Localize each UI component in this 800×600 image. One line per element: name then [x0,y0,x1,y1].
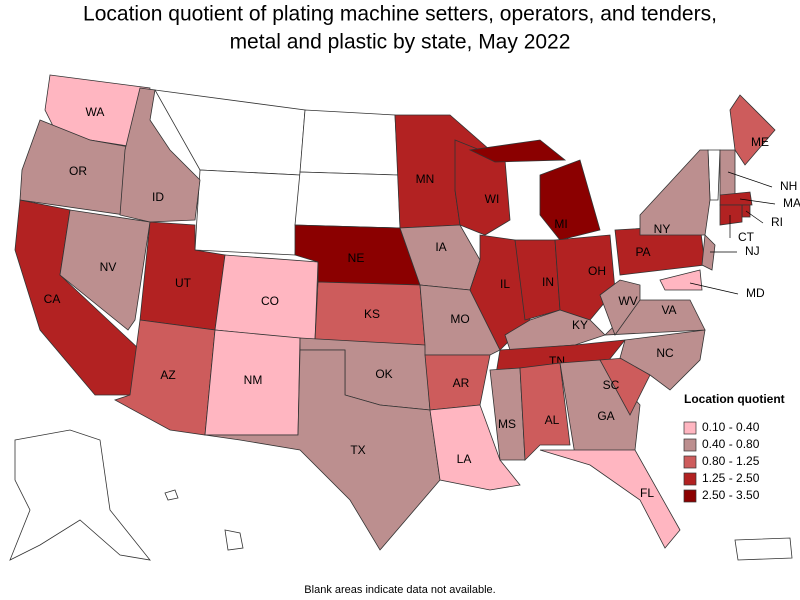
legend-swatch [683,472,697,486]
state-label: OR [69,164,87,178]
legend-label: 0.10 - 0.40 [702,420,760,434]
state-shape [554,234,616,321]
state-shape [468,139,567,163]
leader-line [727,171,773,188]
hawaii [164,489,179,501]
state-label: NC [656,346,674,360]
legend: Location quotient 0.10 - 0.40 0.40 - 0.80… [683,392,785,503]
state-label: MD [746,286,765,300]
legend-label: 0.80 - 1.25 [702,454,760,468]
state-label: TX [350,443,365,457]
state-label: ME [751,135,769,149]
blank-states [9,89,793,561]
alaska [9,429,151,561]
state-label: PA [635,245,650,259]
state-label: MO [450,312,469,326]
state-label: AL [545,413,560,427]
state-label: FL [640,486,654,500]
state-label: KS [364,307,380,321]
state-shape [639,149,711,236]
state-shape [599,279,641,336]
state-label: LA [457,452,472,466]
title: Location quotient of plating machine set… [83,3,717,26]
state-label: IN [542,275,554,289]
state-shape [539,449,681,549]
state-label: NH [780,179,797,193]
state-label: IL [500,277,510,291]
state-label: CT [738,230,755,244]
legend-label: 1.25 - 2.50 [702,471,760,485]
state-label: UT [175,276,192,290]
leader-line [745,210,764,224]
state-label: KY [572,318,588,332]
state-shape [294,171,401,229]
state-label: MN [416,172,435,186]
legend-swatch [683,455,697,469]
legend-label: 0.40 - 0.80 [702,437,760,451]
state-shape [701,234,716,271]
state-label: MI [554,217,567,231]
state-label: CA [44,292,61,306]
state-label: GA [597,409,614,423]
legend-swatch [683,421,697,435]
state-shape [729,94,776,166]
leader-line [739,198,776,205]
state-label: MA [783,196,800,210]
footnote: Blank areas indicate data not available. [304,584,495,596]
state-label: WV [618,294,637,308]
legend-swatch [683,489,697,503]
state-label: NE [348,251,365,265]
state-label: CO [261,294,279,308]
state-label: RI [771,215,783,229]
hawaii [224,529,244,551]
legend-title: Location quotient [684,392,785,406]
title: metal and plastic by state, May 2022 [230,31,571,54]
state-shape [429,404,521,491]
state-label: ID [152,190,164,204]
state-shape [204,349,441,551]
state-label: NJ [745,244,760,258]
state-shape [659,269,703,291]
state-label: IA [435,240,446,254]
state-shape [119,87,201,223]
state-label: VA [661,303,676,317]
state-label: OK [375,367,392,381]
legend-swatch [683,438,697,452]
leader-line [689,282,739,295]
state-label: MS [498,417,516,431]
state-label: AR [453,376,470,390]
state-shape [59,209,151,331]
state-shape [719,191,753,206]
state-shape [719,149,736,196]
state-shape [519,362,571,461]
state-label: NM [244,373,263,387]
state-label: NY [654,222,671,236]
state-label: WI [485,192,500,206]
puerto-rico [734,537,793,561]
legend-label: 2.50 - 3.50 [702,488,760,502]
state-label: AZ [160,368,175,382]
state-shape [719,204,743,226]
state-label: NV [100,260,117,274]
state-label: SC [603,378,620,392]
state-label: OH [588,264,606,278]
state-shape [539,159,601,241]
state-shape [194,169,301,256]
state-shape [299,109,399,176]
state-label: WA [86,105,105,119]
states: WA OR CA NV ID UT CO AZ NM NE KS OK TX MN IA MO AR LA WI IL… [14,74,800,551]
